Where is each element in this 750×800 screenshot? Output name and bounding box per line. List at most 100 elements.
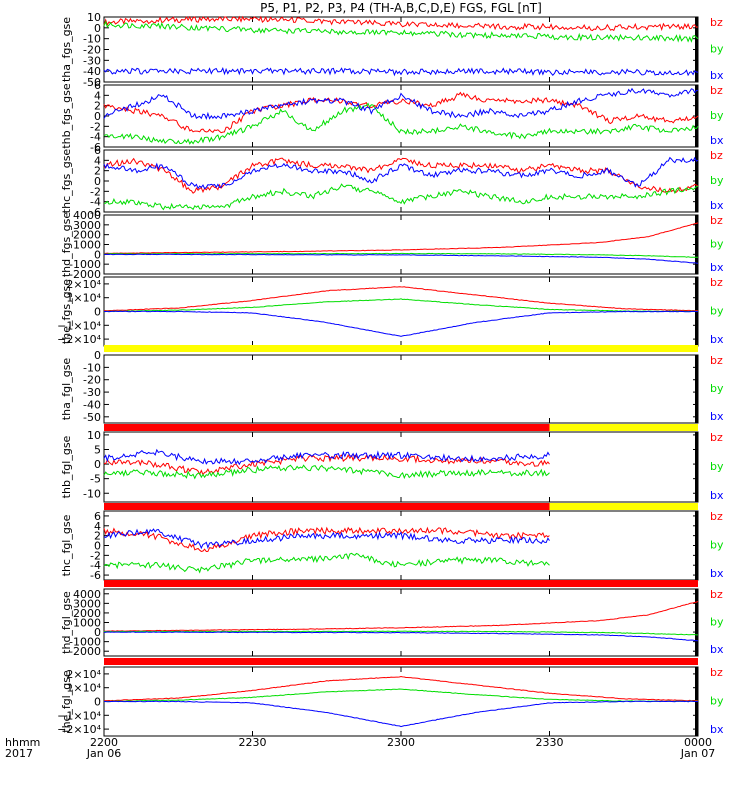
y-tick-label: 4: [94, 520, 101, 533]
x-tick-date-label: Jan 07: [680, 747, 715, 760]
y-tick-label: 1×10⁴: [66, 292, 101, 305]
y-tick-label: -5: [90, 473, 101, 486]
series-line-bz: [103, 526, 550, 553]
series-line-by: [103, 630, 698, 636]
y-tick-label: 0: [94, 458, 101, 471]
legend-bz: bz: [710, 510, 723, 523]
y-tick-label: -30: [83, 386, 101, 399]
legend-by: by: [710, 539, 724, 552]
y-tick-label: -2000: [69, 268, 101, 281]
series-line-bx: [103, 310, 699, 337]
legend-by: by: [710, 109, 724, 122]
legend-by: by: [710, 616, 724, 629]
y-tick-label: 2×10⁴: [66, 668, 101, 681]
panel-frame: [103, 214, 699, 275]
legend-by: by: [710, 382, 724, 395]
series-line-by: [103, 464, 550, 480]
legend-bz: bz: [710, 354, 723, 367]
legend-bx: bx: [710, 410, 724, 423]
legend-bz: bz: [710, 588, 723, 601]
time-axis-label-hhmm: hhmm: [5, 736, 40, 749]
y-tick-label: -40: [83, 398, 101, 411]
y-tick-label: 0: [94, 248, 101, 261]
y-tick-label: 4000: [73, 209, 101, 222]
y-tick-label: -6: [90, 141, 101, 154]
x-tick-label: 2300: [387, 736, 415, 749]
y-axis-label: tha_fgl_gse: [60, 358, 73, 421]
legend-bz: bz: [710, 16, 723, 29]
y-tick-label: 1000: [73, 239, 101, 252]
y-tick-label: 6: [94, 510, 101, 523]
series-line-bz: [103, 286, 699, 312]
y-tick-label: -10: [83, 33, 101, 46]
y-tick-label: −1×10⁴: [57, 319, 101, 332]
series-line-by: [103, 552, 550, 574]
y-tick-label: 0: [94, 175, 101, 188]
status-bar-segment: [104, 658, 698, 665]
series-line-by: [104, 298, 699, 313]
y-tick-label: -4: [90, 196, 101, 209]
series-line-by: [103, 102, 699, 145]
y-tick-label: 2: [94, 165, 101, 178]
series-line-bx: [103, 156, 699, 190]
series-line-bx: [103, 448, 550, 466]
series-line-bx: [103, 66, 699, 77]
y-tick-label: 0: [94, 540, 101, 553]
panel-frame: [103, 149, 699, 213]
time-axis-label-year: 2017: [5, 747, 33, 760]
legend-by: by: [710, 460, 724, 473]
status-bar-segment: [104, 345, 698, 352]
y-axis-label: thb_fgs_gse: [60, 83, 73, 149]
y-tick-label: 2: [94, 530, 101, 543]
series-line-by: [103, 252, 698, 258]
y-tick-label: 6: [94, 79, 101, 92]
y-tick-label: 0: [94, 349, 101, 362]
y-tick-label: -50: [83, 411, 101, 424]
x-tick-label: 2200: [90, 736, 118, 749]
y-tick-label: -10: [83, 361, 101, 374]
legend-by: by: [710, 305, 724, 318]
series-line-bz: [103, 15, 699, 32]
y-tick-label: -20: [83, 44, 101, 57]
series-line-bx: [103, 631, 699, 642]
series-line-bz: [103, 600, 699, 632]
legend-bz: bz: [710, 149, 723, 162]
legend-bx: bx: [710, 643, 724, 656]
legend-bx: bx: [710, 134, 724, 147]
legend-by: by: [710, 238, 724, 251]
y-tick-label: -2000: [69, 645, 101, 658]
panel-edge-marker: [695, 355, 698, 423]
y-tick-label: -2: [90, 120, 101, 133]
series-line-bx: [103, 253, 699, 264]
y-tick-label: −1×10⁴: [57, 709, 101, 722]
status-bar-segment: [104, 424, 550, 431]
y-tick-label: -6: [90, 206, 101, 219]
y-tick-label: 10: [87, 11, 101, 24]
series-line-bz: [103, 91, 699, 134]
series-line-bz: [103, 157, 699, 194]
y-axis-label: tha_fgs_gse: [60, 17, 73, 82]
series-line-bx: [103, 87, 699, 121]
y-tick-label: 5: [94, 444, 101, 457]
legend-bz: bz: [710, 431, 723, 444]
y-tick-label: 1×10⁴: [66, 682, 101, 695]
y-tick-label: 0: [94, 22, 101, 35]
status-bar-segment: [104, 503, 550, 510]
y-axis-label: thd_fgs_gse: [60, 212, 73, 278]
legend-bx: bx: [710, 723, 724, 736]
y-tick-label: -30: [83, 54, 101, 67]
y-tick-label: 0: [94, 626, 101, 639]
panel-frame: [103, 588, 699, 657]
legend-by: by: [710, 43, 724, 56]
series-line-bx: [103, 528, 550, 550]
legend-bz: bz: [710, 214, 723, 227]
y-tick-label: -4: [90, 131, 101, 144]
y-tick-label: -4: [90, 559, 101, 572]
y-tick-label: 2000: [73, 607, 101, 620]
legend-bz: bz: [710, 84, 723, 97]
y-tick-label: -2: [90, 185, 101, 198]
series-line-bz: [103, 675, 699, 702]
y-tick-label: −2×10⁴: [57, 723, 101, 736]
legend-bx: bx: [710, 69, 724, 82]
